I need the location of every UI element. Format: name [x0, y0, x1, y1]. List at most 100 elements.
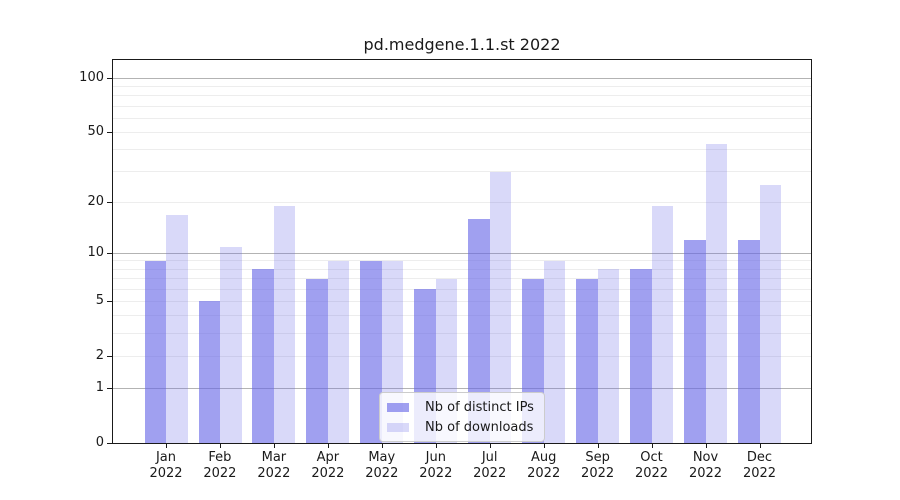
x-tick-label-oct: Oct 2022 — [612, 450, 692, 482]
bar-jul-distinct-ips — [468, 219, 490, 443]
x-tick-year: 2022 — [311, 466, 345, 481]
x-tick-month: Aug — [530, 450, 557, 465]
bar-sep-distinct-ips — [576, 278, 598, 443]
y-tick-mark-5 — [107, 300, 112, 302]
x-tick-label-aug: Aug 2022 — [504, 450, 584, 482]
x-tick-year: 2022 — [742, 466, 777, 481]
bar-nov-downloads — [705, 143, 727, 443]
y-tick-mark-1 — [107, 387, 112, 389]
gridline-30 — [113, 171, 811, 172]
y-tick-mark-2 — [107, 355, 112, 357]
x-tick-year: 2022 — [688, 466, 723, 481]
legend-item-downloads: Nb of downloads — [387, 417, 534, 437]
bar-sep-downloads — [597, 269, 620, 443]
bar-apr-downloads — [327, 260, 350, 443]
legend-swatch-downloads — [387, 422, 409, 432]
gridline-70 — [113, 105, 811, 107]
bar-aug-downloads — [543, 260, 566, 443]
x-tick-label-mar: Mar 2022 — [234, 450, 314, 482]
x-tick-mark-oct — [651, 444, 653, 448]
bar-apr-distinct-ips — [306, 278, 328, 443]
x-tick-mark-may — [381, 444, 383, 448]
y-tick-mark-0 — [107, 442, 112, 444]
x-tick-month: May — [368, 450, 396, 465]
y-tick-label-1: 1 — [95, 380, 104, 396]
x-tick-month: Oct — [640, 450, 663, 465]
x-tick-year: 2022 — [203, 466, 237, 481]
y-tick-mark-10 — [107, 252, 112, 254]
x-tick-mark-mar — [273, 444, 275, 448]
x-tick-month: Jan — [155, 450, 177, 465]
legend-label-downloads: Nb of downloads — [425, 419, 534, 435]
gridline-9 — [113, 260, 811, 262]
x-tick-year: 2022 — [365, 466, 399, 481]
x-tick-label-feb: Feb 2022 — [180, 450, 260, 482]
gridline-4 — [113, 315, 811, 317]
gridline-40 — [113, 148, 811, 150]
x-tick-label-jun: Jun 2022 — [396, 450, 476, 482]
x-tick-year: 2022 — [149, 466, 183, 481]
x-tick-label-sep: Sep 2022 — [558, 450, 638, 482]
y-tick-label-5: 5 — [95, 293, 104, 309]
y-tick-mark-20 — [107, 201, 112, 203]
gridline-8 — [113, 268, 811, 270]
gridline-60 — [113, 117, 811, 119]
gridline-80 — [113, 95, 811, 97]
bar-mar-distinct-ips — [252, 269, 274, 443]
bar-oct-downloads — [651, 206, 673, 443]
legend: Nb of distinct IPs Nb of downloads — [379, 392, 545, 442]
x-tick-month: Mar — [261, 450, 287, 465]
y-tick-label-100: 100 — [79, 70, 104, 86]
bar-dec-downloads — [759, 185, 781, 443]
y-tick-label-10: 10 — [87, 245, 104, 261]
bar-jul-downloads — [489, 171, 512, 443]
bar-feb-distinct-ips — [198, 301, 220, 443]
x-tick-mark-jun — [435, 444, 437, 448]
x-tick-label-jan: Jan 2022 — [126, 450, 206, 482]
legend-item-distinct-ips: Nb of distinct IPs — [387, 397, 534, 417]
bar-dec-distinct-ips — [738, 240, 760, 443]
x-tick-mark-dec — [759, 444, 761, 448]
x-tick-year: 2022 — [473, 466, 507, 481]
x-tick-mark-jul — [489, 444, 491, 448]
x-tick-month: Sep — [585, 450, 610, 465]
gridline-100 — [113, 77, 811, 79]
gridline-20 — [113, 201, 811, 203]
gridline-6 — [113, 288, 811, 290]
x-tick-mark-jan — [166, 444, 167, 448]
x-tick-mark-apr — [327, 444, 329, 448]
x-tick-label-apr: Apr 2022 — [288, 450, 368, 482]
gridline-5 — [113, 300, 811, 302]
bar-jan-downloads — [166, 214, 188, 443]
x-tick-label-dec: Dec 2022 — [720, 450, 800, 482]
plot-area — [112, 59, 812, 444]
x-tick-month: Apr — [316, 450, 340, 465]
x-tick-mark-feb — [219, 444, 221, 448]
x-tick-label-nov: Nov 2022 — [666, 450, 746, 482]
bar-oct-distinct-ips — [630, 269, 652, 443]
x-tick-label-jul: Jul 2022 — [450, 450, 530, 482]
chart-title: pd.medgene.1.1.st 2022 — [363, 35, 561, 54]
bar-may-distinct-ips — [360, 260, 382, 443]
x-tick-mark-aug — [543, 444, 545, 448]
gridline-10 — [113, 252, 811, 254]
x-tick-month: Jun — [425, 450, 446, 465]
y-tick-label-20: 20 — [87, 194, 104, 210]
x-tick-month: Nov — [692, 450, 719, 465]
x-tick-year: 2022 — [419, 466, 453, 481]
x-tick-mark-sep — [597, 444, 599, 448]
x-tick-month: Dec — [746, 450, 773, 465]
legend-swatch-distinct-ips — [387, 402, 409, 412]
x-tick-year: 2022 — [581, 466, 615, 481]
gridline-2 — [113, 355, 811, 357]
x-tick-month: Jul — [481, 450, 498, 465]
y-tick-label-2: 2 — [95, 348, 104, 364]
y-tick-mark-50 — [107, 131, 112, 133]
x-tick-month: Feb — [208, 450, 232, 465]
y-tick-label-50: 50 — [87, 124, 104, 140]
gridline-1 — [113, 387, 811, 389]
x-tick-label-may: May 2022 — [342, 450, 422, 482]
bar-nov-distinct-ips — [684, 240, 706, 443]
bar-mar-downloads — [273, 206, 296, 443]
y-tick-mark-100 — [107, 77, 112, 79]
